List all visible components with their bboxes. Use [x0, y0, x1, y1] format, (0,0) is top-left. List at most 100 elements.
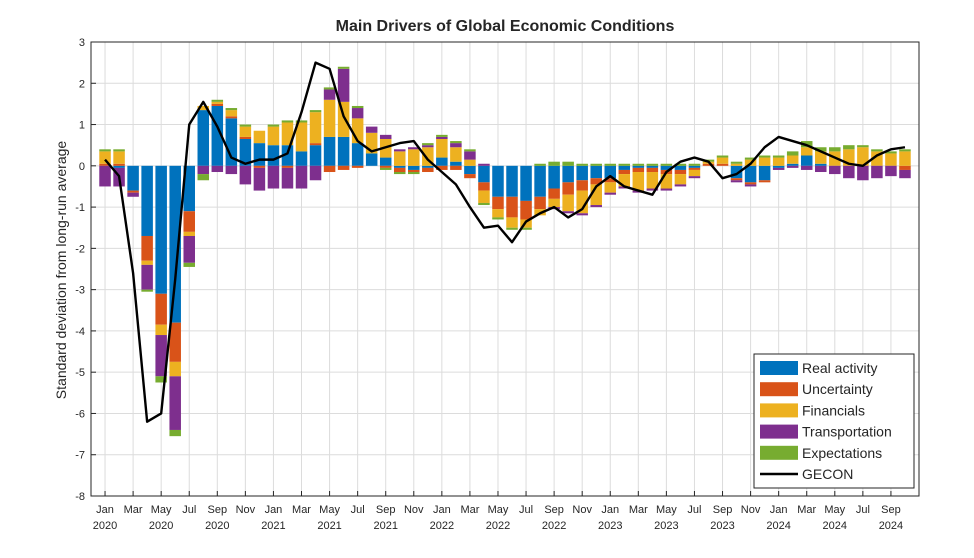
bar-segment	[141, 235, 153, 261]
bar-segment	[351, 118, 364, 144]
bar-segment	[786, 163, 799, 166]
bar-segment	[408, 172, 420, 175]
x-tick-label-month: Jan	[770, 504, 788, 516]
bar-segment	[758, 165, 771, 181]
bar-segment	[520, 165, 532, 201]
x-tick-label-year: 2020	[93, 520, 117, 532]
bar-segment	[323, 87, 336, 90]
bar-segment	[520, 227, 532, 230]
bar-segment	[225, 108, 238, 111]
bar-segment	[183, 211, 195, 232]
bar-segment	[281, 145, 294, 166]
bar-segment	[422, 165, 434, 168]
bar-segment	[253, 130, 266, 144]
bar-segment	[183, 231, 195, 236]
x-tick-label-month: Mar	[460, 504, 479, 516]
bar-segment	[337, 165, 350, 170]
legend-label: Expectations	[802, 445, 882, 461]
bar-segment	[393, 151, 406, 166]
bar-segment	[562, 194, 574, 212]
chart-title: Main Drivers of Global Economic Conditio…	[336, 18, 675, 35]
bar-segment	[169, 376, 181, 430]
bar-segment	[646, 167, 659, 173]
bar-segment	[127, 165, 139, 191]
bar-segment	[716, 155, 729, 158]
bar-segment	[618, 163, 631, 166]
bar-segment	[815, 165, 827, 173]
x-tick-label-month: Mar	[797, 504, 816, 516]
x-tick-label-year: 2021	[317, 520, 341, 532]
x-tick-label-year: 2023	[598, 520, 622, 532]
bar-segment	[478, 182, 490, 191]
bar-segment	[744, 165, 757, 183]
bar-segment	[716, 163, 729, 166]
bar-segment	[309, 143, 322, 146]
x-tick-label-month: May	[151, 504, 172, 516]
bar-segment	[267, 165, 280, 189]
bar-segment	[492, 196, 504, 210]
bar-segment	[815, 151, 827, 164]
x-tick-label-year: 2023	[654, 520, 678, 532]
bar-segment	[548, 188, 560, 199]
y-tick-label: 3	[79, 37, 85, 49]
bar-segment	[239, 165, 252, 185]
bar-segment	[843, 165, 855, 179]
bar-segment	[393, 165, 406, 168]
bar-segment	[295, 151, 308, 166]
bar-segment	[646, 188, 659, 191]
bar-segment	[239, 136, 252, 139]
bar-segment	[422, 145, 434, 148]
gecon-line	[104, 61, 906, 423]
bar-segment	[618, 165, 631, 170]
bar-segment	[99, 149, 111, 152]
bar-segment	[281, 167, 294, 189]
y-axis-label: Standard deviation from long-run average	[53, 141, 69, 400]
bar-segment	[295, 120, 308, 123]
bar-segment	[281, 120, 294, 123]
x-tick-label-month: Jan	[433, 504, 451, 516]
legend-swatch	[760, 424, 798, 439]
bar-segment	[436, 157, 448, 166]
bar-segment	[408, 169, 420, 173]
legend-swatch	[760, 361, 798, 375]
bar-segment	[365, 132, 378, 154]
bar-segment	[197, 105, 210, 111]
bar-segment	[436, 138, 448, 158]
bar-segment	[576, 180, 588, 191]
bar-segment	[464, 165, 476, 175]
bar-segment	[506, 217, 518, 228]
bar-segment	[267, 145, 280, 166]
bar-segment	[337, 101, 350, 137]
bar-segment	[351, 165, 364, 168]
bar-segment	[281, 165, 294, 168]
y-tick-label: -8	[75, 491, 85, 503]
bar-segment	[379, 134, 392, 139]
y-tick-label: -5	[75, 367, 85, 379]
bar-segment	[674, 169, 687, 175]
bar-segment	[660, 188, 673, 191]
bar-segment	[309, 165, 322, 181]
bar-segment	[899, 151, 911, 166]
legend-swatch	[760, 403, 798, 418]
bar-segment	[632, 165, 645, 168]
bar-segment	[590, 178, 602, 185]
bar-segment	[478, 202, 490, 206]
bar-segment	[590, 184, 602, 206]
bar-series	[99, 66, 911, 437]
bar-segment	[885, 153, 897, 166]
bar-segment	[772, 167, 785, 170]
bar-segment	[464, 149, 476, 152]
bar-segment	[800, 165, 813, 170]
bar-segment	[351, 105, 364, 109]
bar-segment	[393, 172, 406, 175]
bar-segment	[562, 211, 574, 214]
bar-segment	[562, 182, 574, 195]
bar-segment	[422, 167, 434, 173]
bar-segment	[253, 143, 266, 166]
bar-segment	[492, 217, 504, 220]
bar-segment	[632, 163, 645, 166]
bar-segment	[295, 165, 308, 189]
bar-segment	[183, 165, 195, 212]
x-tick-label-month: Sep	[208, 504, 228, 516]
x-tick-label-year: 2022	[430, 520, 454, 532]
